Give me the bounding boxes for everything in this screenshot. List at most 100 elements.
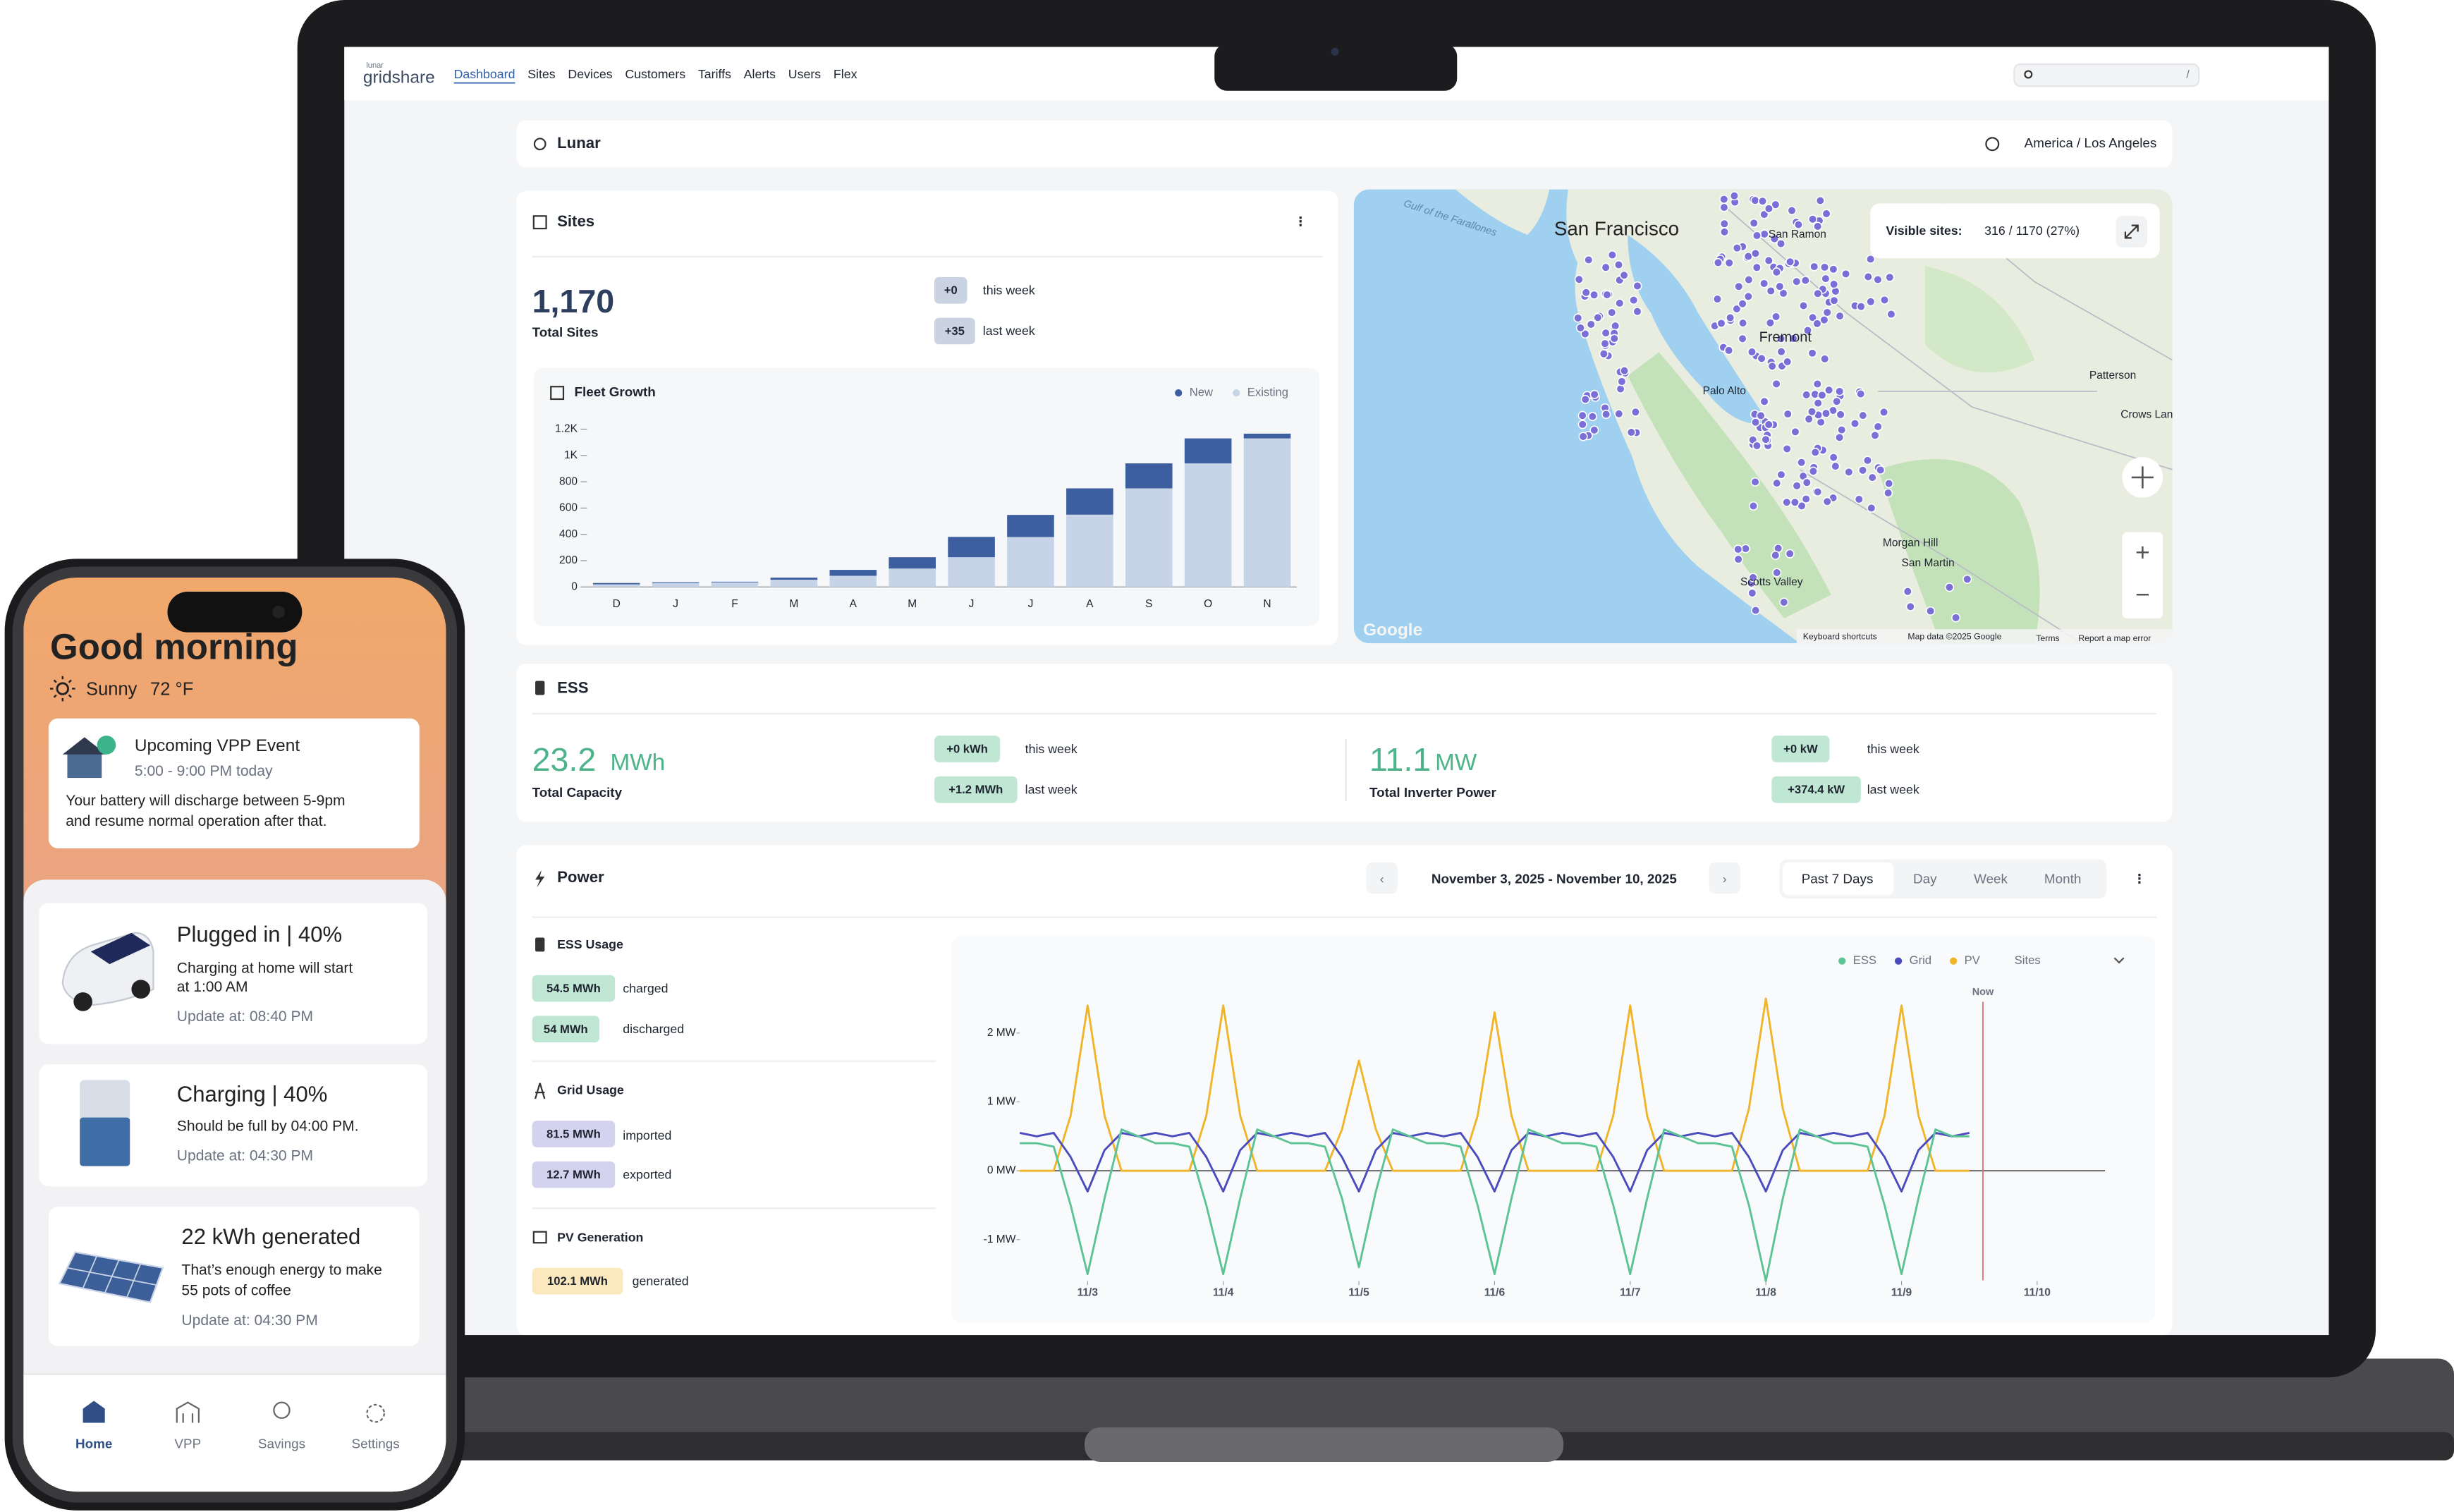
nav-link[interactable]: Devices [568,67,612,81]
map-land [1455,189,1550,235]
site-dot [1885,272,1895,282]
nav-link[interactable]: Flex [834,67,857,81]
site-dot [1738,299,1747,309]
site-dot [1614,409,1624,419]
badge-text: +0 [944,284,958,297]
site-dot [1764,204,1774,214]
site-dot [1886,310,1896,319]
site-dot [1866,254,1876,264]
prev-button[interactable] [1366,862,1398,894]
site-dot [1719,195,1729,205]
site-dot [1767,361,1777,371]
y-tick-label: 0 [571,580,578,592]
tab[interactable]: Settings [352,1437,400,1451]
range-button[interactable]: Day [1913,871,1937,886]
site-dot [1815,195,1825,206]
site-dot [1593,312,1603,322]
badge-text: 12.7 MWh [547,1168,601,1181]
site-dots [1573,191,1972,623]
zoom-out[interactable]: − [2135,580,2150,609]
event-title: Upcoming VPP Event [135,736,300,755]
sun-icon [56,682,69,695]
range-button[interactable]: Month [2044,871,2081,886]
site-dot [1798,300,1809,311]
site-dot [1771,312,1781,322]
site-dot [1782,497,1792,507]
site-dot [1749,218,1759,228]
tab[interactable]: Home [75,1437,112,1451]
site-dot [1580,329,1590,339]
nav-link[interactable]: Sites [527,67,556,81]
kebab[interactable]: ⋮ [2133,872,2146,886]
y-tick-label: 200 [559,554,578,566]
weather: Sunny [86,680,138,700]
tab[interactable]: Savings [258,1437,305,1451]
x-tick-label: A [1086,598,1094,610]
x-tick-label: N [1263,598,1271,610]
screen-bottom [344,1335,2329,1367]
badge [532,1267,623,1295]
tab-icon [273,1401,291,1419]
site-dot [1611,321,1620,331]
bar-segment [592,584,640,587]
site-dot [1601,409,1611,420]
site-dot [1757,196,1768,206]
zoom-in[interactable]: + [2135,538,2150,566]
fleet-title: Fleet Growth [575,384,656,399]
house-roof [62,737,106,755]
bar-segment [1066,514,1113,587]
group-icon [535,937,545,952]
nav-link[interactable]: Alerts [744,67,776,81]
site-dot [1813,288,1823,298]
site-dot [1581,288,1591,298]
house-icon [67,751,102,779]
legend-label[interactable]: ESS [1853,953,1876,967]
map-place: Crows Landing [2120,408,2194,420]
car-wheel [131,980,151,999]
site-dot [1586,319,1596,329]
site-dot [1856,389,1866,399]
site-dot [1787,205,1797,216]
bar-segment [829,575,877,587]
kebab[interactable]: ⋮ [1294,214,1307,228]
legend-filter[interactable]: Sites [2015,953,2041,967]
inverter-unit: MW [1435,750,1477,776]
nav-link[interactable]: Tariffs [698,67,731,81]
site-dot [1719,219,1729,228]
map-logo: Google [1363,621,1422,640]
nav-link[interactable]: Dashboard [454,67,515,81]
site-dot [1589,290,1599,300]
sites-title: Sites [557,212,594,230]
header-card [516,120,2173,168]
legend-label[interactable]: Grid [1910,953,1931,967]
site-dot [1724,258,1734,268]
site-dot [1785,549,1795,559]
site-dot [1876,465,1886,475]
site-dot [1713,257,1723,267]
capacity-unit: MWh [611,750,666,776]
site-dot [1944,583,1955,592]
change-label: last week [1867,783,1919,797]
site-dot [1858,410,1868,420]
y-tick-label: 800 [559,475,578,487]
group-title: Grid Usage [557,1083,624,1097]
x-tick-label: S [1145,598,1152,610]
legend-label[interactable]: PV [1965,953,1981,967]
nav-link[interactable]: Users [788,67,821,81]
site-dot [1808,466,1818,476]
site-dot [1854,494,1864,504]
site-dot [1744,275,1754,285]
tab-icon [83,1401,105,1423]
attribution: Keyboard shortcuts [1803,632,1877,642]
range-button[interactable]: Past 7 Days [1802,871,1874,886]
y-tick-label: 2 MW [987,1027,1016,1039]
range-button[interactable]: Week [1974,871,2008,886]
nav-link[interactable]: Customers [625,67,685,81]
search-box[interactable] [2013,63,2200,87]
site-dot [1788,334,1798,343]
site-dot [1905,602,1915,611]
next-button[interactable] [1709,862,1740,894]
site-dot [1775,281,1785,291]
tab[interactable]: VPP [174,1437,201,1451]
site-dot [1759,279,1769,288]
